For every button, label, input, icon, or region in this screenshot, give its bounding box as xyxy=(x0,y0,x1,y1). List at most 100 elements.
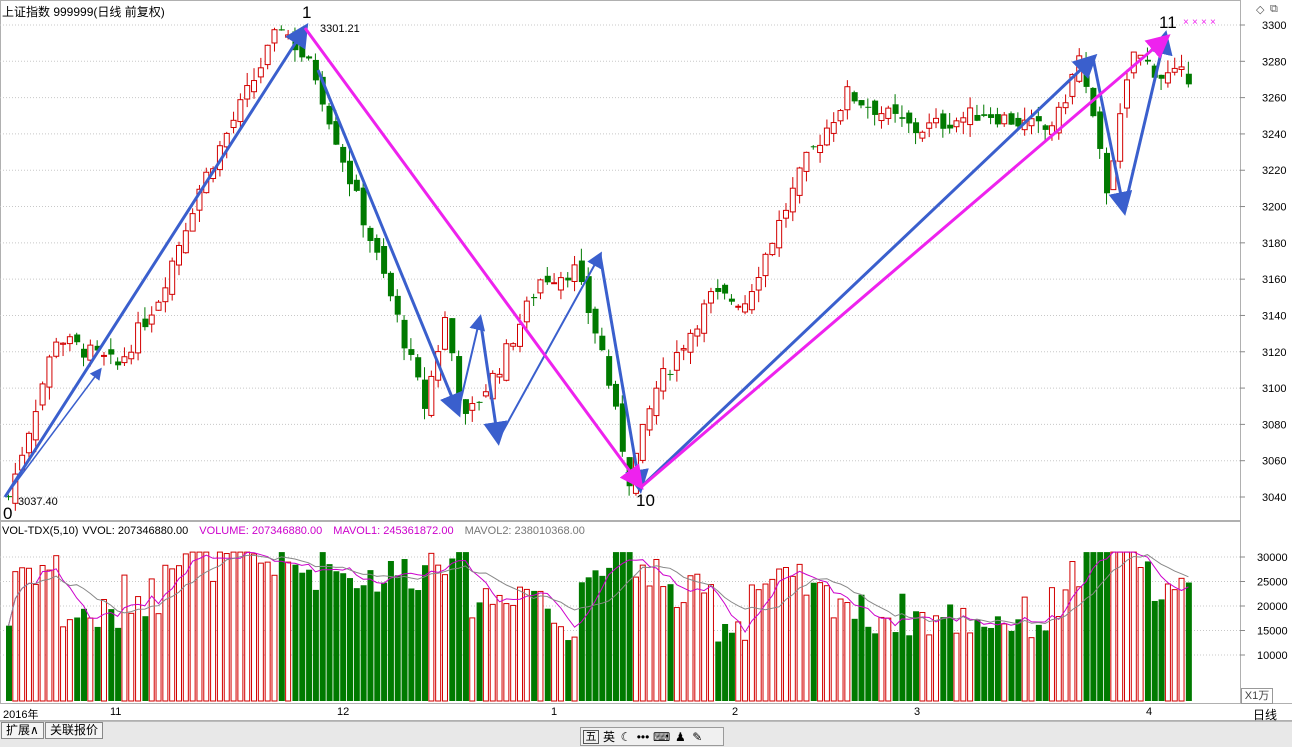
volume-bar xyxy=(182,553,189,702)
wave-arrow-down xyxy=(478,317,508,446)
wrench-icon[interactable]: ✎ xyxy=(692,729,703,744)
wave-arrow-10-11 xyxy=(639,34,1171,490)
candle-body xyxy=(340,146,347,163)
volume-bar xyxy=(823,585,830,702)
volume-bar xyxy=(1123,551,1130,702)
ime-toolbar: 五 英 ☾ ••• ⌨ ♟ ✎ xyxy=(580,727,724,746)
period-button[interactable]: 日线 xyxy=(1253,708,1278,722)
candle-body xyxy=(115,361,122,366)
volume-bar xyxy=(510,604,517,702)
candle-body xyxy=(121,356,128,364)
volume-bar xyxy=(347,578,353,701)
candle-body xyxy=(994,114,1001,125)
wave-arrow-1-10 xyxy=(303,27,644,490)
candle-body xyxy=(347,160,353,185)
candle-body xyxy=(523,300,530,323)
candle-body xyxy=(1097,111,1104,149)
volume-bar xyxy=(415,590,422,701)
keyboard-icon[interactable]: ⌨ xyxy=(653,729,671,744)
volume-bar xyxy=(1001,623,1008,702)
volume-bar xyxy=(449,558,456,701)
ime-english-button[interactable]: 英 xyxy=(602,730,615,744)
price-axis-label: 3060 xyxy=(1262,456,1286,468)
volume-bar xyxy=(257,562,264,702)
volume-bar xyxy=(108,609,115,701)
volume-bar xyxy=(1178,577,1185,702)
candle-body xyxy=(1042,125,1049,130)
ime-wubi-button[interactable]: 五 xyxy=(583,729,599,744)
volume-bar xyxy=(482,588,489,702)
volume-bar xyxy=(100,599,107,702)
candle-body xyxy=(531,297,538,299)
candle-body xyxy=(223,132,230,148)
volume-bar xyxy=(769,578,776,702)
candle-body xyxy=(660,368,667,392)
candle-body xyxy=(707,291,714,304)
volume-bar xyxy=(19,567,26,702)
candle-body xyxy=(537,279,544,294)
volume-bar xyxy=(1130,551,1137,702)
candle-body xyxy=(25,432,32,454)
dots-icon[interactable]: ••• xyxy=(636,729,650,744)
candle-body xyxy=(306,56,313,59)
candle-body xyxy=(176,244,182,266)
volume-bar xyxy=(66,619,73,702)
candle-body xyxy=(496,373,503,378)
volume-bar xyxy=(81,608,88,701)
mavol1-line xyxy=(8,551,1189,634)
candle-body xyxy=(1164,72,1171,84)
volume-bar xyxy=(299,572,306,701)
vol-indicator-name: VOL-TDX(5,10) xyxy=(2,525,79,537)
date-axis-month-1: 1 xyxy=(551,706,558,718)
restore-icon[interactable]: ◇ xyxy=(1256,4,1265,16)
volume-bar xyxy=(673,607,680,702)
candle-body xyxy=(789,187,796,213)
volume-bar xyxy=(353,588,360,701)
user-icon[interactable]: ♟ xyxy=(674,729,686,744)
volume-bar xyxy=(981,626,988,701)
tab-related-quotes[interactable]: 关联报价 xyxy=(45,722,104,739)
volume-bar xyxy=(1164,583,1171,702)
moon-icon[interactable]: ☾ xyxy=(620,729,632,744)
volume-bar xyxy=(121,574,128,702)
marker-dot: × xyxy=(1201,17,1207,28)
volume-bar xyxy=(25,567,32,702)
volume-bar xyxy=(230,551,237,702)
volume-bar xyxy=(776,568,783,702)
mavol2-line xyxy=(8,554,1189,626)
volume-bar xyxy=(1137,567,1144,702)
candle-body xyxy=(933,117,940,124)
volume-bar xyxy=(367,570,374,701)
candle-body xyxy=(469,403,476,411)
candle-body xyxy=(769,242,776,256)
candle-body xyxy=(796,167,803,196)
volume-bar xyxy=(557,626,564,702)
date-axis-month-2: 2 xyxy=(732,706,739,718)
volume-bar xyxy=(223,553,230,702)
tab-expand[interactable]: 扩展∧ xyxy=(1,722,44,739)
volume-bar xyxy=(988,627,995,701)
volume-bar xyxy=(722,623,729,701)
candle-body xyxy=(326,105,333,125)
candle-body xyxy=(312,59,319,81)
candle-body xyxy=(32,411,39,441)
wave-label-0: 0 xyxy=(3,504,13,523)
candle-body xyxy=(87,344,94,361)
candle-body xyxy=(599,335,606,351)
volume-bar xyxy=(264,561,271,702)
volume-bar xyxy=(1110,551,1117,702)
volume-bar xyxy=(817,582,824,702)
candle-body xyxy=(39,383,46,406)
volume-bar xyxy=(1083,552,1090,701)
volume-bar xyxy=(381,582,388,701)
candle-body xyxy=(851,92,858,102)
candle-body xyxy=(1144,59,1151,62)
volume-bar xyxy=(899,593,906,701)
volume-bar xyxy=(1144,561,1151,701)
candle-body xyxy=(1055,106,1062,134)
candle-body xyxy=(381,246,388,274)
maximize-icon[interactable]: ⧉ xyxy=(1270,3,1278,15)
wave-arrow-down xyxy=(316,69,463,418)
date-axis-month-11: 11 xyxy=(110,706,122,718)
